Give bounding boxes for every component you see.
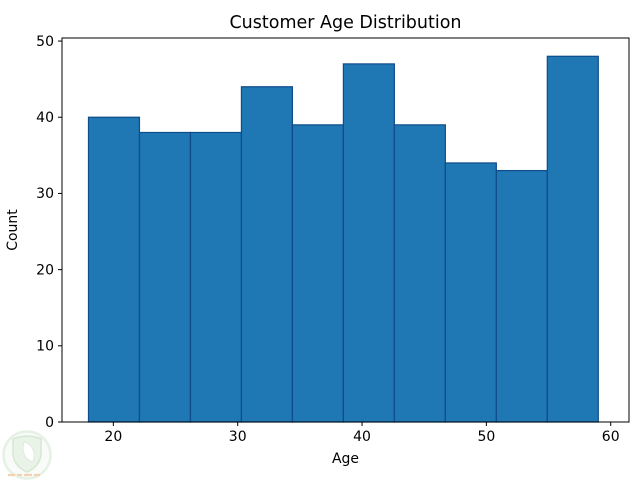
y-tick-label: 0	[45, 415, 54, 431]
y-tick-label: 20	[36, 262, 54, 278]
histogram-bar	[444, 162, 497, 423]
histogram-bar	[87, 116, 141, 423]
plot-border	[61, 37, 630, 423]
x-tick-label: 40	[353, 429, 371, 445]
y-tick-label: 10	[36, 339, 54, 355]
x-tick-label: 20	[104, 429, 122, 445]
histogram-bar	[291, 124, 344, 423]
histogram-bar	[393, 124, 446, 423]
histogram-bar	[240, 86, 294, 423]
histogram-bar	[138, 131, 192, 423]
y-tick-label: 40	[36, 110, 54, 126]
bars-group	[87, 55, 599, 423]
y-axis-ticks: 0 10 20 30 40 50	[36, 34, 62, 431]
y-tick-label: 30	[36, 186, 54, 202]
x-tick-label: 30	[229, 429, 247, 445]
x-tick-label: 60	[602, 429, 620, 445]
x-axis-ticks: 20 30 40 50 60	[104, 422, 620, 445]
y-tick-label: 50	[36, 34, 54, 50]
y-axis-label: Count	[5, 209, 21, 251]
histogram-bar	[342, 63, 395, 423]
histogram-bar	[189, 131, 243, 423]
histogram-bar	[495, 169, 548, 423]
histogram-bar	[546, 55, 599, 423]
chart-title: Customer Age Distribution	[229, 13, 461, 33]
x-tick-label: 50	[477, 429, 495, 445]
x-axis-label: Age	[332, 451, 359, 467]
